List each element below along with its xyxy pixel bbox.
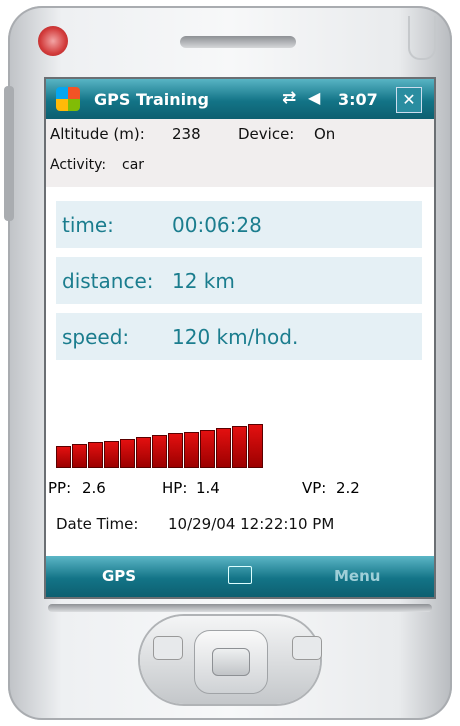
- screen: GPS Training ⇄ ◀ 3:07 ✕ Altitude (m): 23…: [44, 77, 436, 599]
- readout-value: 12 km: [172, 269, 235, 293]
- meter-segment: [120, 439, 135, 468]
- meter-segment: [136, 437, 151, 468]
- readout-label: time:: [62, 213, 114, 237]
- title-bar: GPS Training ⇄ ◀ 3:07 ✕: [46, 79, 434, 119]
- meter-segment: [88, 442, 103, 468]
- meter-segment: [200, 430, 215, 468]
- meter-segment: [152, 435, 167, 468]
- app-title: GPS Training: [94, 90, 209, 109]
- keyboard-icon[interactable]: [228, 566, 252, 584]
- stat-label: PP:: [48, 479, 71, 497]
- stat-value: 2.2: [336, 479, 360, 497]
- left-key[interactable]: [153, 636, 183, 660]
- stylus-slot: [408, 16, 436, 60]
- device-label: Device:: [238, 125, 294, 143]
- datetime-value: 10/29/04 12:22:10 PM: [168, 515, 334, 533]
- altitude-value: 238: [172, 125, 201, 143]
- readout-row: time: 00:06:28: [56, 201, 422, 248]
- device-value: On: [314, 125, 335, 143]
- right-key[interactable]: [292, 636, 322, 660]
- readout-row: speed: 120 km/hod.: [56, 313, 422, 360]
- action-key[interactable]: [212, 648, 250, 676]
- readout-row: distance: 12 km: [56, 257, 422, 304]
- meter-segment: [184, 432, 199, 468]
- volume-icon: ◀: [308, 88, 320, 107]
- soft-key-bar: GPS Menu: [46, 556, 434, 597]
- readout-value: 00:06:28: [172, 213, 262, 237]
- readout-label: speed:: [62, 325, 129, 349]
- bottom-bezel: [48, 604, 432, 612]
- speaker: [180, 36, 296, 48]
- power-button[interactable]: [38, 26, 68, 56]
- clock: 3:07: [338, 90, 378, 109]
- start-logo[interactable]: [56, 87, 80, 111]
- left-softkey[interactable]: GPS: [102, 567, 136, 585]
- info-panel: Altitude (m): 238 Device: On Activity: c…: [46, 119, 434, 187]
- altitude-label: Altitude (m):: [50, 125, 145, 143]
- readout-value: 120 km/hod.: [172, 325, 298, 349]
- stat-value: 1.4: [196, 479, 220, 497]
- side-button[interactable]: [4, 86, 14, 221]
- stat-label: HP:: [162, 479, 187, 497]
- right-softkey[interactable]: Menu: [334, 567, 380, 585]
- meter-segment: [248, 424, 263, 468]
- datetime-label: Date Time:: [56, 515, 138, 533]
- page: GPS Training ⇄ ◀ 3:07 ✕ Altitude (m): 23…: [0, 0, 460, 726]
- meter-segment: [232, 426, 247, 468]
- readout-label: distance:: [62, 269, 153, 293]
- meter-segment: [104, 441, 119, 468]
- stat-value: 2.6: [82, 479, 106, 497]
- close-button[interactable]: ✕: [396, 87, 422, 113]
- activity-value: car: [122, 157, 144, 173]
- connectivity-icon: ⇄: [282, 88, 296, 108]
- meter-segment: [72, 444, 87, 468]
- stat-label: VP:: [302, 479, 326, 497]
- meter-segment: [168, 433, 183, 468]
- signal-meter: [56, 422, 268, 468]
- meter-segment: [56, 446, 71, 468]
- activity-label: Activity:: [50, 157, 106, 173]
- meter-segment: [216, 428, 231, 468]
